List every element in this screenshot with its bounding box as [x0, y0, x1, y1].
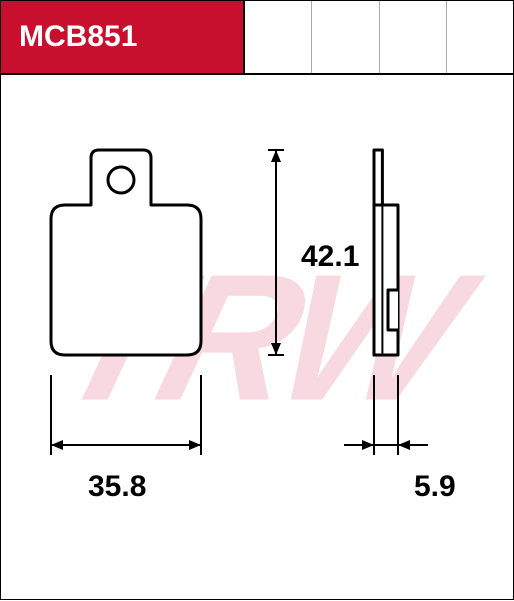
header-cell [380, 1, 447, 73]
dimension-width-label: 35.8 [88, 470, 146, 504]
header-cells [245, 1, 513, 73]
product-code: MCB851 [1, 1, 245, 73]
header-cell [312, 1, 379, 73]
technical-drawing-card: MCB851 TRW 42.1 35.8 5.9 [0, 0, 514, 600]
drawing-area: TRW 42.1 35.8 5.9 [1, 75, 513, 601]
dimension-height-label: 42.1 [301, 240, 359, 274]
header-bar: MCB851 [1, 1, 513, 75]
technical-diagram [1, 75, 514, 601]
header-cell [245, 1, 312, 73]
dimension-thickness-label: 5.9 [414, 470, 456, 504]
header-cell [447, 1, 513, 73]
